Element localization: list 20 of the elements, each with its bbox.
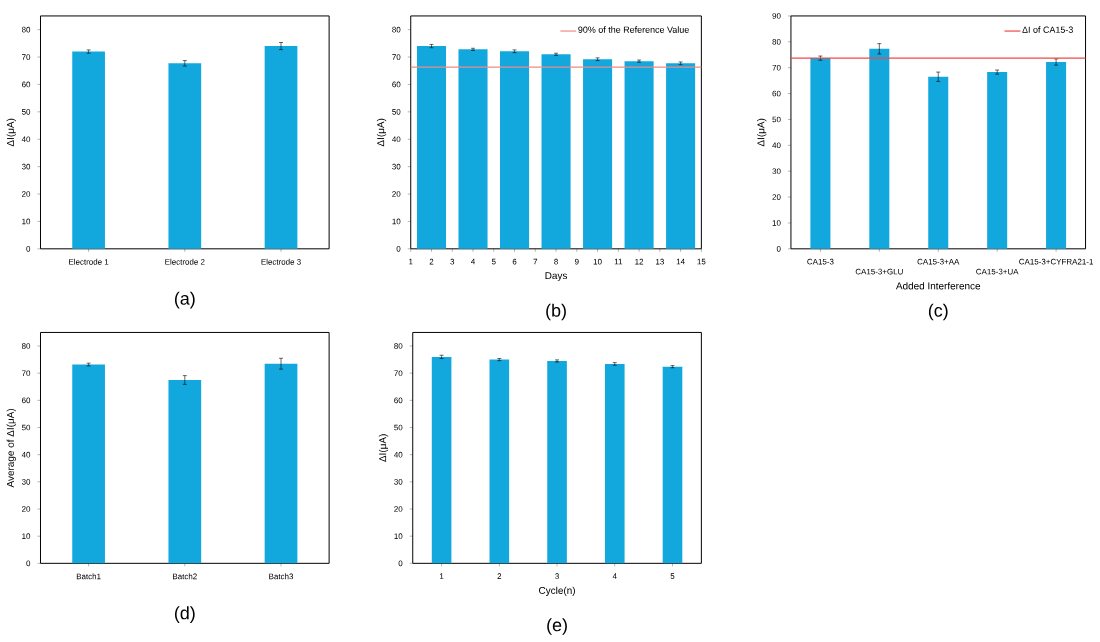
bar <box>1046 62 1067 250</box>
text: (a) <box>174 291 195 309</box>
bar <box>168 63 202 250</box>
bar <box>583 59 613 250</box>
bar <box>72 51 105 250</box>
bar <box>458 49 488 250</box>
bar <box>928 77 949 250</box>
bar <box>987 72 1008 250</box>
text: (e) <box>547 618 567 636</box>
bar <box>666 63 696 250</box>
bar <box>624 61 654 250</box>
bar <box>541 54 571 250</box>
bar <box>500 51 530 250</box>
bar <box>264 46 298 250</box>
text: (d) <box>174 606 195 624</box>
bar <box>416 46 447 250</box>
bar <box>869 49 890 250</box>
text: (b) <box>546 303 566 321</box>
text: (c) <box>928 303 948 321</box>
bar <box>810 58 831 250</box>
